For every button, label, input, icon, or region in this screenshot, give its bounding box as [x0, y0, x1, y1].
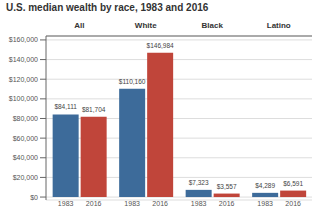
svg-text:2016: 2016 — [219, 200, 235, 207]
svg-text:$7,323: $7,323 — [189, 179, 209, 186]
html-text:U.S. median wealth by race, 19: U.S. median wealth by race, 1983 and 201… — [6, 2, 209, 13]
svg-text:$160,000: $160,000 — [9, 36, 38, 43]
svg-text:1983: 1983 — [257, 200, 273, 207]
svg-text:Latino: Latino — [267, 21, 291, 30]
svg-text:$140,000: $140,000 — [9, 56, 38, 63]
svg-text:$110,160: $110,160 — [119, 78, 146, 85]
svg-text:1983: 1983 — [191, 200, 207, 207]
svg-text:White: White — [135, 21, 157, 30]
svg-text:Black: Black — [202, 21, 224, 30]
svg-text:1983: 1983 — [124, 200, 140, 207]
svg-text:$4,289: $4,289 — [255, 182, 275, 189]
svg-text:$80,000: $80,000 — [13, 115, 38, 122]
svg-text:2016: 2016 — [86, 200, 102, 207]
svg-text:$0: $0 — [30, 194, 38, 201]
svg-text:$60,000: $60,000 — [13, 135, 38, 142]
svg-text:$6,591: $6,591 — [283, 180, 303, 187]
svg-text:1983: 1983 — [58, 200, 74, 207]
svg-text:2016: 2016 — [152, 200, 168, 207]
svg-text:$20,000: $20,000 — [13, 174, 38, 181]
svg-text:$40,000: $40,000 — [13, 154, 38, 161]
svg-text:$120,000: $120,000 — [9, 76, 38, 83]
svg-text:$146,984: $146,984 — [147, 42, 174, 49]
svg-text:$3,557: $3,557 — [217, 183, 237, 190]
svg-text:$81,704: $81,704 — [82, 106, 106, 113]
svg-text:All: All — [74, 21, 84, 30]
svg-text:$84,111: $84,111 — [54, 103, 77, 110]
svg-text:2016: 2016 — [285, 200, 301, 207]
svg-text:$100,000: $100,000 — [9, 95, 38, 102]
